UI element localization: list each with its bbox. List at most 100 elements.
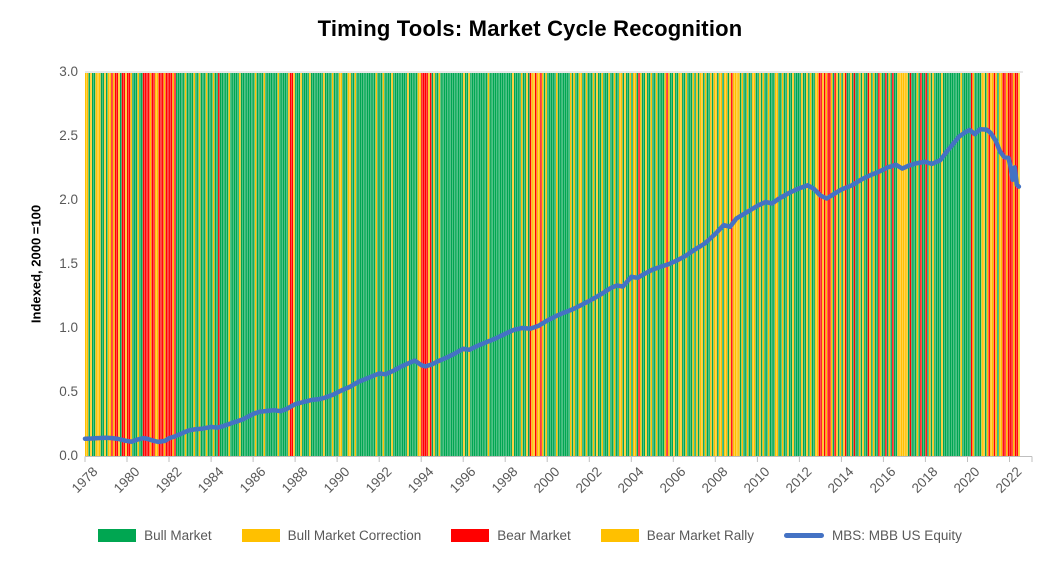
band-month [683, 73, 686, 456]
band-month [997, 73, 999, 456]
band-month [365, 73, 367, 456]
legend-item-bull-market: Bull Market [98, 528, 212, 543]
band-month [281, 73, 283, 456]
band-month [524, 73, 526, 456]
legend-label: Bear Market [497, 528, 571, 543]
band-month [324, 73, 327, 456]
band-month [496, 73, 498, 456]
band-month [513, 73, 516, 456]
band-month [127, 73, 129, 456]
band-month [946, 73, 948, 456]
band-month [424, 73, 427, 456]
band-month [463, 73, 465, 456]
band-month [527, 73, 530, 456]
band-month [330, 73, 332, 456]
band-month [711, 73, 714, 456]
band-month [792, 73, 794, 456]
band-month [851, 73, 854, 456]
band-month [734, 73, 737, 456]
band-month [275, 73, 278, 456]
band-month [160, 73, 162, 456]
band-month [242, 73, 245, 456]
band-month [214, 73, 217, 456]
band-month [846, 73, 849, 456]
band-month [797, 73, 800, 456]
legend-color-swatch [600, 529, 639, 542]
band-month [498, 73, 500, 456]
band-month [596, 73, 598, 456]
band-month [436, 73, 439, 456]
band-month [626, 73, 628, 456]
band-month [142, 73, 145, 456]
band-month [251, 73, 253, 456]
band-month [818, 73, 821, 456]
band-month [960, 73, 962, 456]
chart-title: Timing Tools: Market Cycle Recognition [317, 16, 743, 41]
band-month [197, 73, 199, 456]
band-month [228, 73, 231, 456]
band-month [865, 73, 868, 456]
band-month [587, 73, 589, 456]
band-month [956, 73, 959, 456]
band-month [141, 73, 143, 456]
band-month [438, 73, 441, 456]
band-month [331, 73, 334, 456]
band-month [696, 73, 698, 456]
band-month [384, 73, 386, 456]
band-month [92, 73, 94, 456]
band-month [202, 73, 204, 456]
band-month [795, 73, 798, 456]
band-month [298, 73, 301, 456]
band-month [577, 73, 579, 456]
band-month [687, 73, 689, 456]
band-month [181, 73, 183, 456]
band-month [976, 73, 978, 456]
band-month [529, 73, 532, 456]
band-month [212, 73, 215, 456]
band-month [305, 73, 308, 456]
band-month [788, 73, 791, 456]
band-month [433, 73, 435, 456]
band-month [690, 73, 693, 456]
band-month [149, 73, 152, 456]
band-month [328, 73, 330, 456]
band-month [443, 73, 446, 456]
band-month [198, 73, 201, 456]
legend-item-bear-market-rally: Bear Market Rally [600, 528, 754, 543]
band-month [274, 73, 276, 456]
band-month [135, 73, 138, 456]
cycle-bands [85, 73, 1020, 456]
band-month [184, 73, 187, 456]
band-month [703, 73, 705, 456]
band-month [1013, 73, 1015, 456]
band-month [118, 73, 120, 456]
band-month [193, 73, 196, 456]
band-month [100, 73, 103, 456]
band-month [682, 73, 684, 456]
band-month [736, 73, 738, 456]
band-month [191, 73, 194, 456]
band-month [268, 73, 271, 456]
band-month [277, 73, 280, 456]
band-month [303, 73, 306, 456]
band-month [827, 73, 829, 456]
band-month [648, 73, 651, 456]
legend-color-swatch [241, 529, 280, 542]
band-month [561, 73, 563, 456]
band-month [396, 73, 399, 456]
band-month [382, 73, 385, 456]
band-month [673, 73, 675, 456]
band-month [990, 73, 992, 456]
legend-line-swatch [784, 533, 825, 538]
band-month [223, 73, 225, 456]
band-month [520, 73, 523, 456]
band-month [636, 73, 638, 456]
band-month [512, 73, 514, 456]
band-month [937, 73, 940, 456]
band-month [580, 73, 582, 456]
band-month [655, 73, 658, 456]
band-month [1016, 73, 1018, 456]
band-month [778, 73, 780, 456]
band-month [566, 73, 568, 456]
band-month [911, 73, 913, 456]
